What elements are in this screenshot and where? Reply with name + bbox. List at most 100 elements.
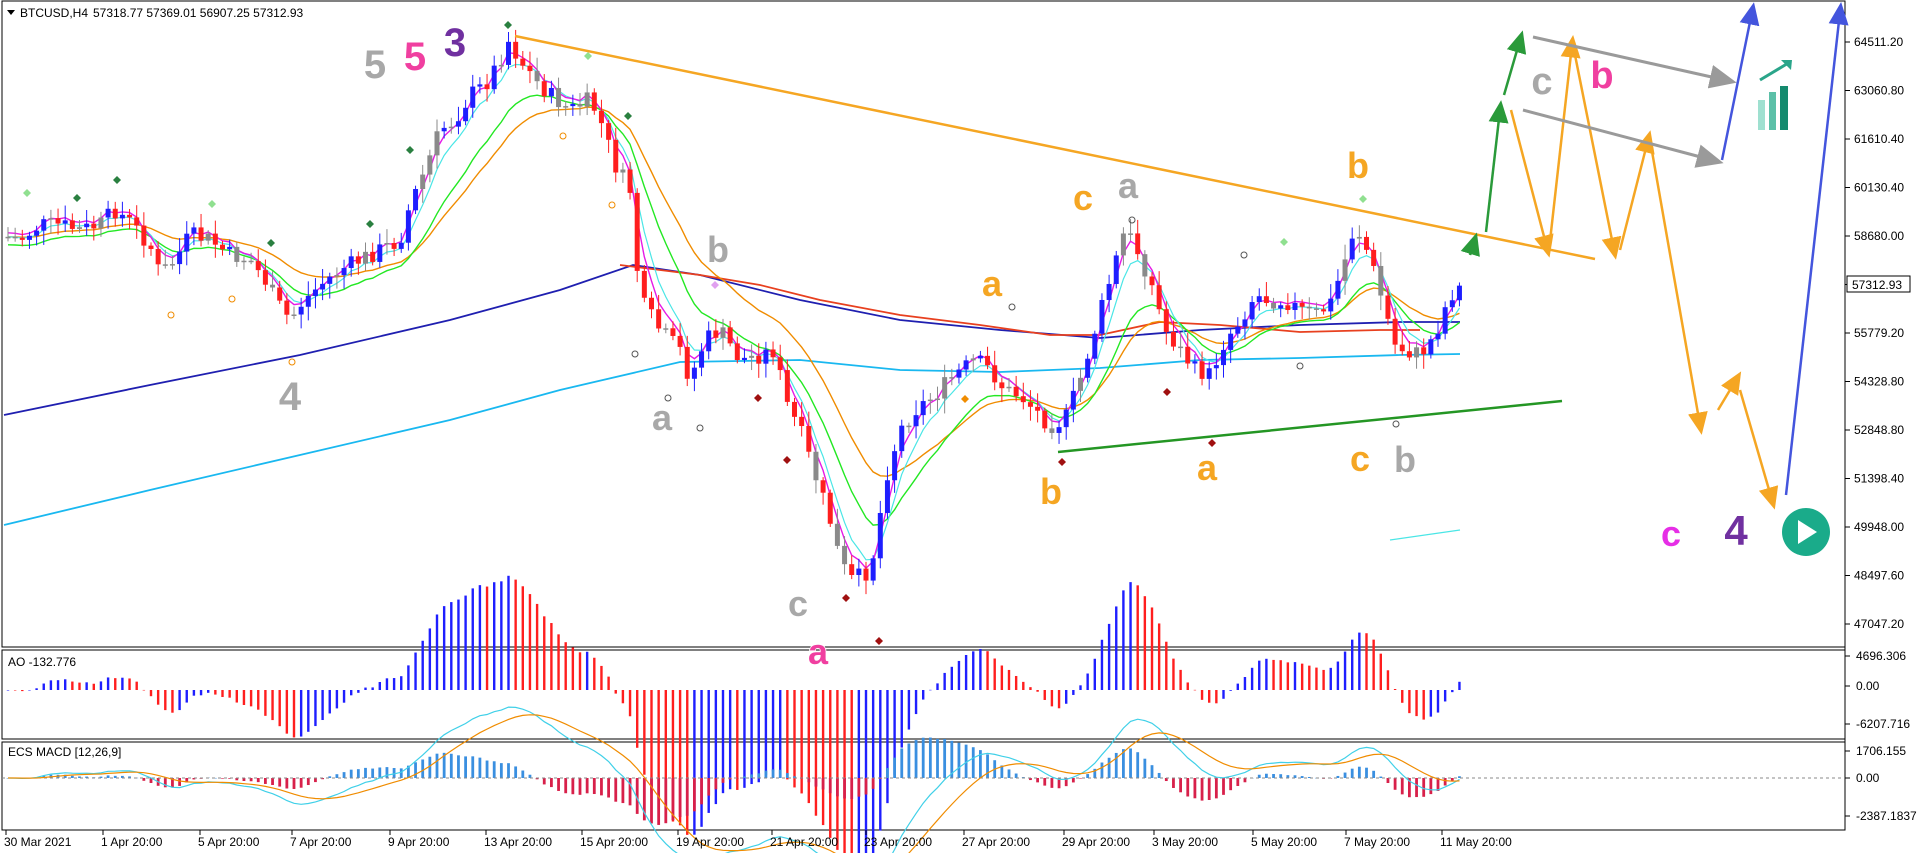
candle-body [327,276,333,284]
candle-body [1235,326,1241,334]
ao-bar [1308,665,1311,690]
wave-label: c [1531,61,1552,103]
candle-body [649,297,654,310]
candle-body [663,328,669,330]
candle-body [1435,333,1441,340]
macd-bar [1164,778,1168,782]
ao-bar [1422,690,1425,720]
candle-body [884,480,890,513]
candle-body [1271,303,1277,309]
macd-bar [1050,778,1054,788]
orange-arrow-up-1 [1547,35,1581,251]
ao-bar [1250,667,1254,690]
ao-bar [1315,667,1318,690]
current-price-value: 57312.93 [1852,278,1902,292]
candle-body [570,103,576,107]
candle-body [1128,233,1134,235]
ao-bar [385,678,389,690]
candle-body [26,235,32,240]
macd-bar [671,778,675,821]
time-tick-label: 21 Apr 20:00 [770,835,838,849]
macd-bar [185,778,189,783]
candle-body [355,256,361,264]
ao-histogram [6,575,1461,858]
candle-body [1221,349,1226,366]
ao-bar [257,690,260,710]
ao-bar [1329,667,1332,690]
macd-bar [478,757,482,778]
ao-bar [893,690,896,775]
candle-body [441,127,447,132]
macd-bar [957,742,961,778]
candle-body [62,220,68,224]
candle-body [377,244,383,262]
fractal-diamond [208,200,216,208]
candle-body [1335,280,1341,299]
fractal-markers [23,21,1400,645]
ao-bar [178,690,181,711]
candle-body [141,225,147,246]
fractal-diamond [584,52,592,60]
macd-bar [628,778,632,806]
ao-bar [106,677,110,690]
macd-bar [1014,773,1018,778]
ao-bar [1036,690,1039,692]
candle-body [849,564,855,575]
candle-body [956,369,962,378]
candle-body [1342,259,1348,281]
ao-bar [1193,689,1197,691]
ao-bar [736,690,739,790]
macd-bar [1400,778,1404,795]
macd-bar [535,778,539,780]
macd-bar [221,778,224,779]
fractal-diamond [504,21,512,29]
candle-body [1278,305,1284,309]
candle-body [1070,390,1076,410]
macd-bar [1129,748,1132,778]
ao-bar [535,603,539,690]
ema-orange-line [7,106,1460,477]
candle-body [41,219,47,231]
macd-bar [635,778,639,814]
ao-bar [657,690,660,810]
ao-bar [135,681,138,690]
candle-body [842,545,848,565]
dropdown-triangle-icon[interactable] [7,10,15,15]
candle-body [370,251,376,262]
macd-bar [142,778,146,781]
candle-body [634,192,640,271]
macd-bar [1293,775,1297,778]
candle-body [384,243,390,245]
ao-bar [607,676,610,690]
ao-bar [278,690,281,727]
macd-bar [664,778,668,824]
ao-bar [1436,690,1440,713]
macd-bar [578,778,582,795]
macd-bar [1057,778,1061,789]
ema-magenta-line [7,52,1461,570]
ao-bar [249,690,253,707]
time-tick-label: 27 Apr 20:00 [962,835,1030,849]
candle-body [970,358,976,361]
candle-body [1027,402,1033,407]
green-arrow-up-2 [1502,30,1527,96]
ao-bar [1100,639,1104,690]
ao-bar [71,681,74,690]
candle-body [1035,406,1041,411]
ao-bar [1107,623,1111,690]
ao-bar [156,690,160,705]
macd-bar [1029,778,1032,781]
ao-tick-label: 4696.306 [1856,649,1906,663]
candle-body [706,330,712,352]
macd-bar [499,763,503,778]
candle-body [513,41,519,59]
play-button[interactable] [1782,508,1830,556]
price-tick-label: 61610.40 [1854,132,1904,146]
candle-body [1199,361,1205,379]
candle-body [1170,331,1176,347]
ao-bar [1336,661,1340,690]
candle-body [834,523,840,546]
macd-bar [893,757,896,778]
fractal-diamond [754,394,762,402]
candle-body [1263,296,1269,304]
